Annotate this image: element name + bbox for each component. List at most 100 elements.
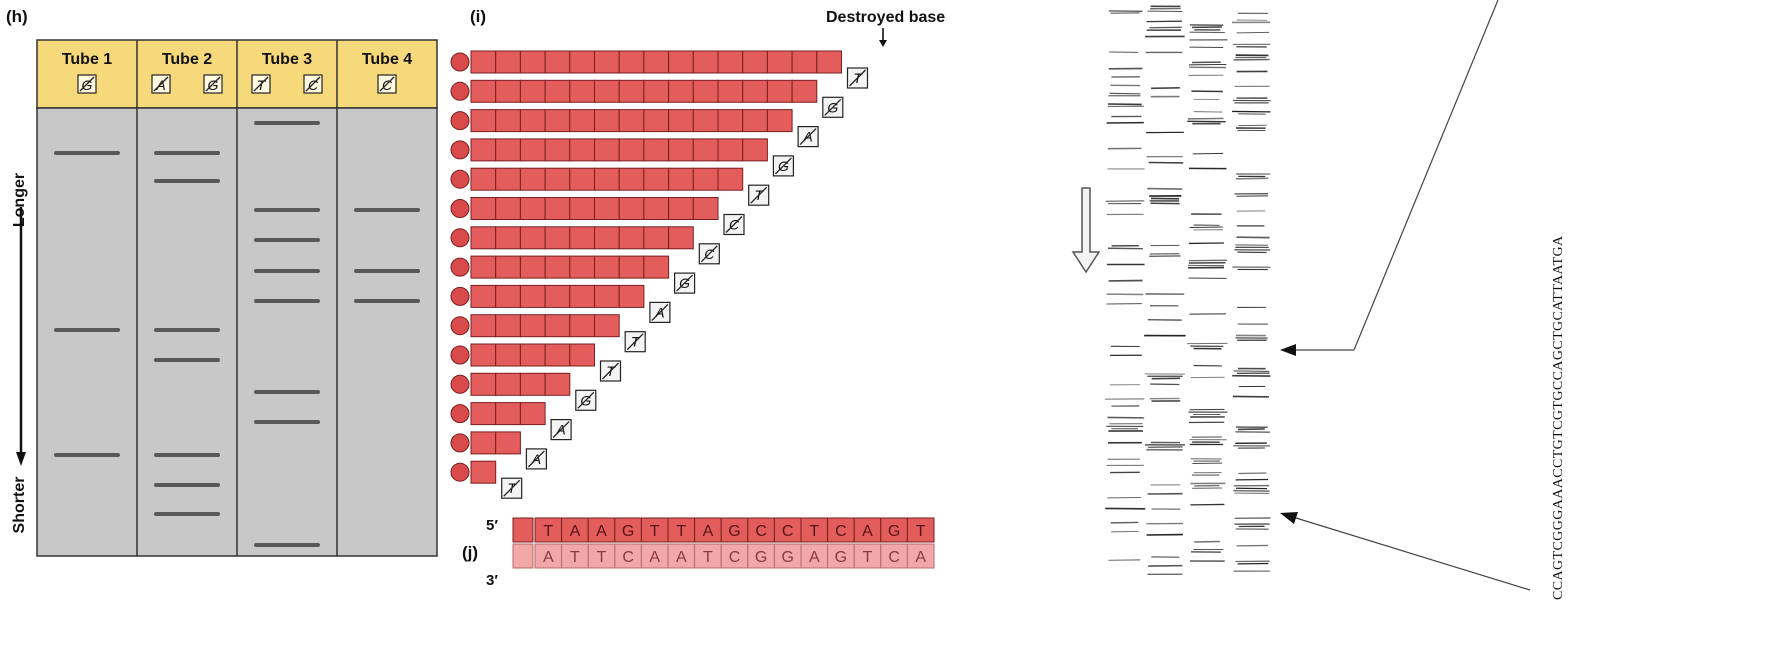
fragment-base bbox=[544, 343, 571, 367]
gel-band bbox=[54, 328, 120, 332]
fragment-base bbox=[495, 343, 521, 367]
fragment-base bbox=[495, 138, 521, 162]
fragment-row: G bbox=[450, 372, 597, 411]
fragment-base bbox=[519, 167, 546, 191]
fragment-base bbox=[569, 138, 595, 162]
fragment-base bbox=[618, 138, 645, 162]
five-prime-label: 5′ bbox=[486, 517, 498, 534]
gel-band bbox=[154, 179, 220, 183]
strand-base bbox=[853, 517, 882, 543]
strand-base-letter: G bbox=[622, 523, 634, 540]
fragment-base bbox=[470, 460, 497, 484]
end-label-dot bbox=[450, 111, 470, 131]
strand-base-letter: A bbox=[915, 549, 926, 566]
gel-band bbox=[154, 483, 220, 487]
destroyed-base-icon: A bbox=[649, 301, 671, 323]
fragment-base bbox=[791, 50, 818, 74]
fragment-row: A bbox=[450, 284, 671, 323]
gel-band bbox=[254, 121, 320, 125]
destroyed-base-icon: T bbox=[624, 331, 646, 353]
svg-text:T: T bbox=[257, 77, 267, 93]
strand-base bbox=[827, 543, 855, 569]
axis-label-shorter: Shorter bbox=[11, 477, 28, 534]
destroyed-base-box-icon: T bbox=[251, 74, 271, 94]
end-label-dot bbox=[450, 199, 470, 218]
strand-base bbox=[906, 543, 935, 569]
strand-base-letter: G bbox=[781, 549, 793, 566]
fragment-base bbox=[594, 314, 620, 338]
fragment-base bbox=[643, 226, 670, 250]
fragment-base bbox=[495, 50, 521, 74]
strand-base-letter: G bbox=[835, 549, 847, 566]
fragment-base bbox=[519, 79, 546, 103]
fragment-base bbox=[692, 197, 719, 220]
strand-base-letter: G bbox=[755, 549, 767, 566]
sequence-readout: CCAGTCGGGAAACCTGTCGTGCCAGCTGCATTAATGA bbox=[1551, 235, 1566, 600]
end-label-dot bbox=[450, 228, 470, 248]
fragment-base bbox=[519, 402, 546, 426]
fragment-base bbox=[470, 431, 497, 455]
fragment-base bbox=[717, 138, 744, 162]
fragment-base bbox=[544, 372, 571, 396]
fragment-row: T bbox=[450, 343, 622, 382]
fragment-base bbox=[618, 255, 645, 279]
fragment-row: T bbox=[450, 314, 646, 353]
strand-base bbox=[561, 517, 589, 543]
strand-base-letter: A bbox=[570, 523, 581, 540]
panel-h: (h) Tube 1 G Tube 2 A G Tube 3 T C Tube 4 C Longe… bbox=[6, 7, 438, 557]
fragment-base bbox=[569, 79, 595, 103]
fragment-base bbox=[668, 79, 694, 103]
strand-base bbox=[880, 543, 908, 569]
destroyed-base-icon: C bbox=[723, 213, 745, 236]
fragment-base bbox=[618, 50, 645, 74]
fragment-base bbox=[569, 343, 595, 367]
fragment-base bbox=[594, 197, 620, 220]
fragment-base bbox=[717, 167, 744, 191]
fragment-base bbox=[544, 314, 571, 338]
fragment-base bbox=[519, 255, 546, 279]
fragment-base bbox=[569, 284, 595, 308]
gel-band bbox=[54, 453, 120, 457]
tube-label: Tube 4 bbox=[362, 51, 412, 68]
pointer-line-upper bbox=[1353, 0, 1499, 351]
fragment-base bbox=[692, 109, 719, 133]
strand-base bbox=[640, 543, 669, 569]
fragment-base bbox=[544, 109, 571, 133]
fragment-base bbox=[519, 109, 546, 133]
strand-base-letter: T bbox=[570, 549, 580, 566]
fragment-base bbox=[519, 138, 546, 162]
tube-label: Tube 2 bbox=[162, 51, 212, 68]
fragment-base bbox=[816, 50, 842, 74]
strand-base bbox=[720, 517, 749, 543]
strand-base-letter: T bbox=[809, 523, 819, 540]
strand-base-letter: G bbox=[888, 523, 900, 540]
strand-base-letter: G bbox=[728, 523, 740, 540]
strand-base-letter: C bbox=[782, 523, 794, 540]
end-label-dot bbox=[450, 257, 470, 277]
fragment-base bbox=[519, 284, 546, 308]
tube-label: Tube 1 bbox=[62, 51, 112, 68]
strand-base bbox=[880, 517, 908, 543]
fragment-base bbox=[495, 431, 521, 455]
gel-band bbox=[254, 420, 320, 424]
fragment-base bbox=[742, 138, 768, 162]
fragment-base bbox=[569, 50, 595, 74]
fragment-base bbox=[544, 197, 571, 220]
fragment-base bbox=[470, 138, 497, 162]
fragment-base bbox=[618, 226, 645, 250]
fragment-base bbox=[569, 255, 595, 279]
fragment-base bbox=[519, 372, 546, 396]
fragment-base bbox=[594, 226, 620, 250]
strand-base-letter: A bbox=[703, 523, 714, 540]
fragment-row: G bbox=[450, 255, 696, 294]
fragment-base bbox=[544, 255, 571, 279]
destroyed-base-icon: T bbox=[748, 184, 770, 206]
gel-band bbox=[254, 390, 320, 394]
end-label-dot bbox=[450, 345, 470, 365]
destroyed-base-box-icon: G bbox=[203, 74, 223, 94]
destroyed-base-icon: A bbox=[525, 448, 548, 470]
fragment-base bbox=[692, 138, 719, 162]
fragment-base bbox=[544, 50, 571, 74]
fragment-base bbox=[470, 372, 497, 396]
strand-base-letter: A bbox=[596, 523, 607, 540]
